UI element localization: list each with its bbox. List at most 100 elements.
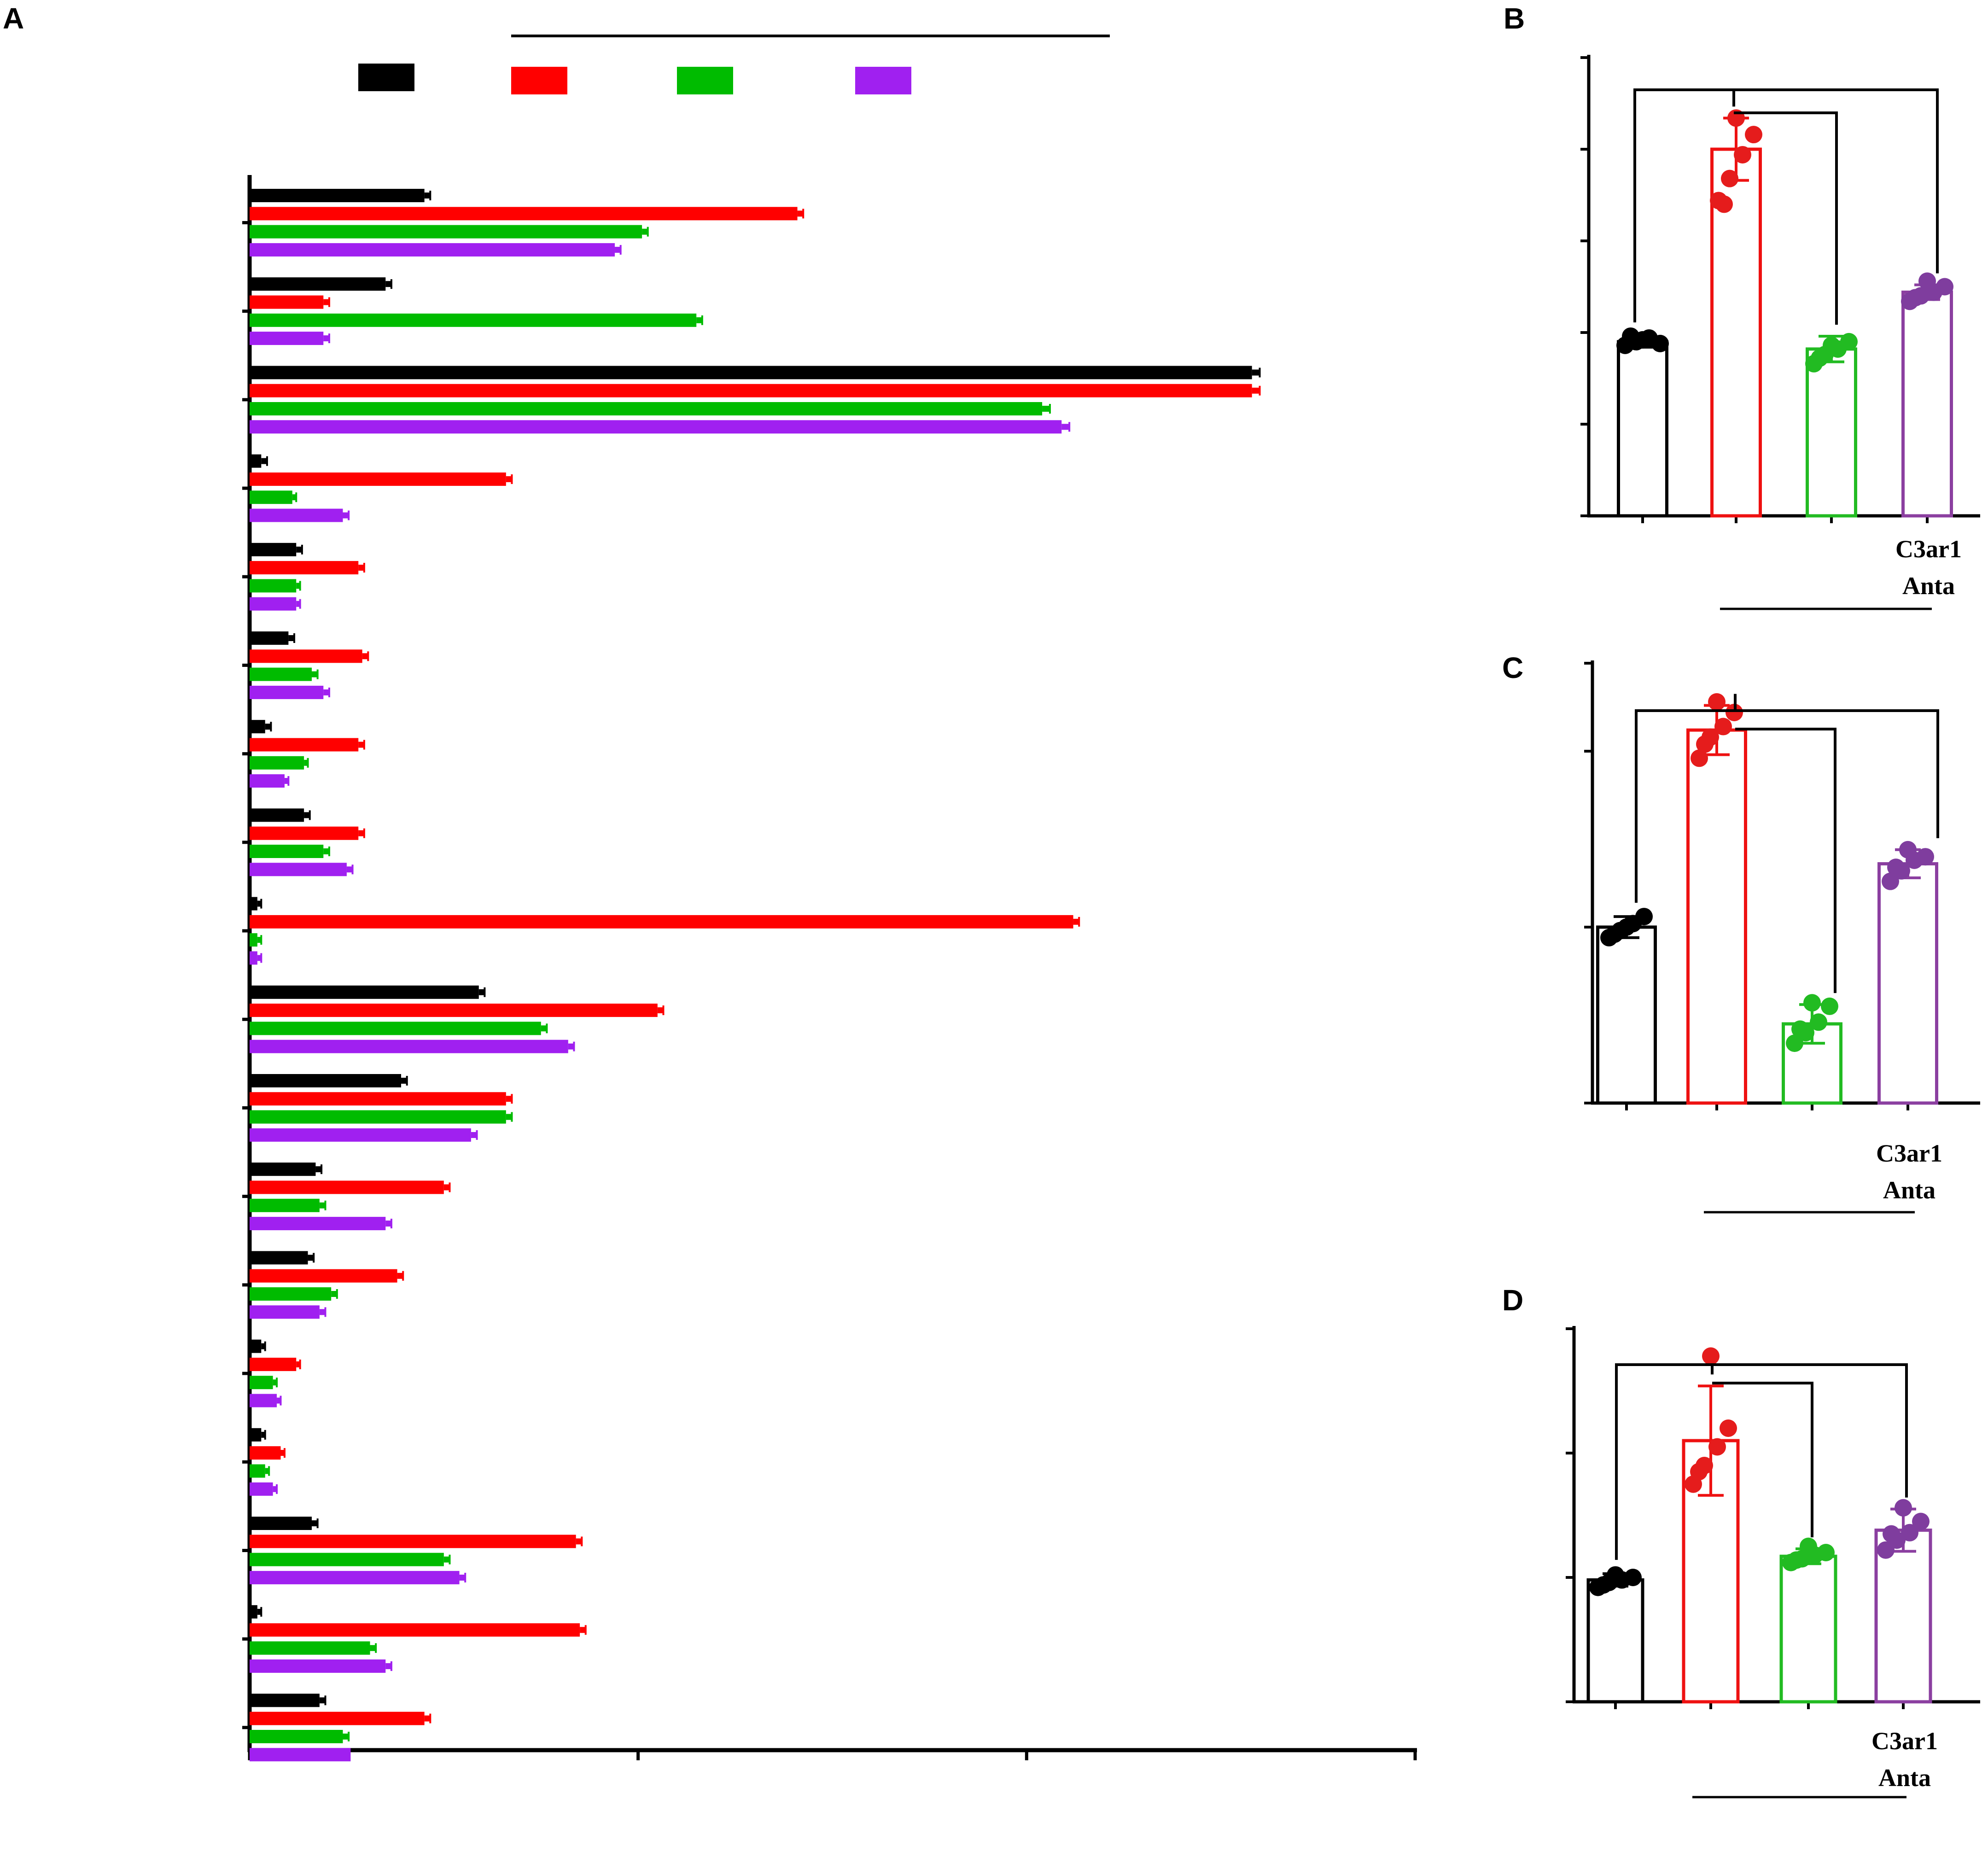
panel-a-label: A: [3, 2, 24, 35]
panel-b: B C3ar1 Anta: [1504, 2, 1980, 610]
bar: [250, 1198, 320, 1212]
error-bar: [315, 1166, 322, 1173]
data-point: [1622, 327, 1639, 345]
data-point: [1811, 349, 1828, 367]
error-bar: [343, 512, 349, 519]
legend-swatch-3: [855, 67, 911, 94]
error-bar: [506, 1114, 512, 1120]
bar: [1779, 1554, 1837, 1704]
bar: [250, 915, 1073, 928]
error-bar: [385, 1663, 391, 1670]
bar: [250, 1517, 312, 1530]
bar: [250, 1287, 332, 1301]
error-bar: [304, 759, 308, 766]
sig-bracket-wt-c3: [1734, 111, 1838, 325]
error-bar: [1042, 406, 1050, 412]
error-bar: [311, 1520, 318, 1526]
error-bar: [261, 1343, 265, 1349]
error-bar: [257, 955, 262, 961]
error-bar: [261, 458, 267, 464]
error-bar: [370, 1645, 376, 1651]
data-point: [1800, 1537, 1817, 1555]
bar: [1806, 347, 1857, 518]
bar: [250, 1376, 273, 1390]
bar: [250, 277, 386, 291]
data-point: [1702, 1347, 1720, 1365]
sig-bracket-nacl-wt: [1635, 694, 1737, 903]
bar: [250, 685, 324, 699]
data-point: [1708, 693, 1726, 711]
error-bar: [343, 1734, 349, 1740]
bar: [250, 1128, 471, 1142]
data-point: [1721, 169, 1738, 187]
error-bar: [273, 1379, 277, 1386]
bar: [1686, 728, 1747, 1105]
bar: [250, 207, 798, 221]
panel-a: A: [3, 2, 1417, 1762]
sig-bracket-wt-anta: [1735, 709, 1939, 838]
category-label: C3ar1 Anta: [1871, 1727, 1938, 1792]
error-bar: [296, 1361, 300, 1367]
bar: [250, 1605, 257, 1619]
bar: [1617, 340, 1668, 518]
sig-bracket-wt-c3: [1712, 1382, 1813, 1537]
bar: [250, 1623, 580, 1637]
category-label-line-2: Anta: [1902, 572, 1955, 600]
bar: [250, 933, 257, 947]
data-point: [1810, 1013, 1827, 1031]
error-bar: [797, 210, 804, 217]
bar: [250, 1162, 316, 1176]
bar: [250, 508, 343, 522]
error-bar: [261, 1431, 265, 1438]
error-bar: [280, 1450, 285, 1456]
sig-bracket-wt-c3: [1735, 728, 1836, 993]
data-point: [1887, 858, 1905, 876]
bar: [250, 1357, 297, 1371]
bar: [250, 756, 304, 770]
bar: [250, 845, 324, 858]
data-point: [1714, 718, 1732, 736]
error-bar: [541, 1025, 547, 1032]
category-label-line-1: C3ar1: [1871, 1727, 1938, 1755]
error-bar: [397, 1273, 403, 1279]
error-bar: [284, 778, 289, 784]
bar: [1586, 1578, 1644, 1704]
error-bar: [696, 317, 702, 323]
bar: [1877, 862, 1938, 1105]
error-bar: [292, 494, 297, 501]
error-bar: [615, 246, 621, 253]
error-bar: [471, 1132, 477, 1138]
bar: [250, 491, 292, 504]
bar: [250, 579, 297, 593]
data-point: [1895, 1499, 1912, 1517]
bar: [250, 1482, 273, 1496]
data-point: [1791, 1020, 1809, 1038]
data-point: [1912, 1512, 1930, 1530]
bar: [250, 243, 615, 257]
error-bar: [257, 937, 262, 943]
sig-bracket-nacl-wt: [1615, 1363, 1714, 1560]
bar: [250, 1180, 444, 1194]
sig-bracket-nacl-wt: [1633, 88, 1735, 322]
bar: [250, 1659, 386, 1673]
error-bar: [401, 1078, 407, 1084]
bar: [250, 1269, 397, 1283]
data-point: [1901, 1524, 1918, 1542]
data-point: [1726, 703, 1743, 721]
error-bar: [265, 1468, 269, 1474]
bar: [250, 774, 285, 788]
error-bar: [319, 1202, 326, 1209]
bar: [250, 384, 1252, 397]
data-point: [1882, 872, 1899, 890]
sig-bracket-wt-anta: [1712, 1363, 1908, 1498]
legend-swatch-2: [677, 67, 733, 94]
error-bar: [296, 546, 302, 553]
bar: [250, 1110, 506, 1124]
bar: [250, 951, 257, 965]
category-label: C3ar1 Anta: [1895, 535, 1962, 600]
data-point: [1734, 146, 1751, 164]
bar: [250, 667, 312, 681]
error-bar: [273, 1486, 277, 1492]
bar: [250, 1464, 265, 1478]
